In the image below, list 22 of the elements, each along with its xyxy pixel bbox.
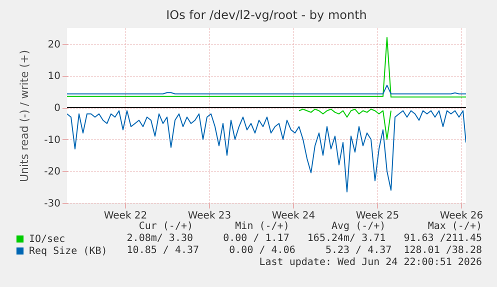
x-tick-label: Week 25 <box>356 210 400 222</box>
y-tick-label: 0 <box>54 103 60 114</box>
line-series <box>67 84 466 94</box>
legend-label: IO/sec <box>29 234 66 245</box>
text: Last update: Wed Jun 24 22:00:51 2026 <box>258 257 482 269</box>
x-tick-label: Week 22 <box>104 210 148 222</box>
x-tick-label: Week 23 <box>188 210 232 222</box>
chart-title: IOs for /dev/l2-vg/root - by month <box>166 8 367 22</box>
y-tick-label: 10 <box>48 71 60 82</box>
x-tick-label: Week 24 <box>272 210 316 222</box>
line-series <box>67 110 466 192</box>
x-tick-label: Week 26 <box>440 210 484 222</box>
y-axis-title: Units read (-) / write (+) <box>18 50 32 182</box>
y-tick-label: -30 <box>44 198 60 210</box>
legend-label: Req Size (KB) <box>29 246 108 257</box>
text: Cur (-/+) Min (-/+) Avg (-/+) Max (-/+) <box>138 221 482 233</box>
text: 2.08m/ 3.30 0.00 / 1.17 165.24m/ 3.71 91.63 /211.45 <box>126 233 482 245</box>
y-tick-label: -20 <box>44 166 60 178</box>
text: 10.85 / 4.37 0.00 / 4.06 5.23 / 4.37 128.01 /38.28 <box>126 245 482 257</box>
line-series <box>298 108 392 140</box>
y-tick-label: 20 <box>48 39 60 50</box>
y-tick-label: -10 <box>44 134 60 146</box>
